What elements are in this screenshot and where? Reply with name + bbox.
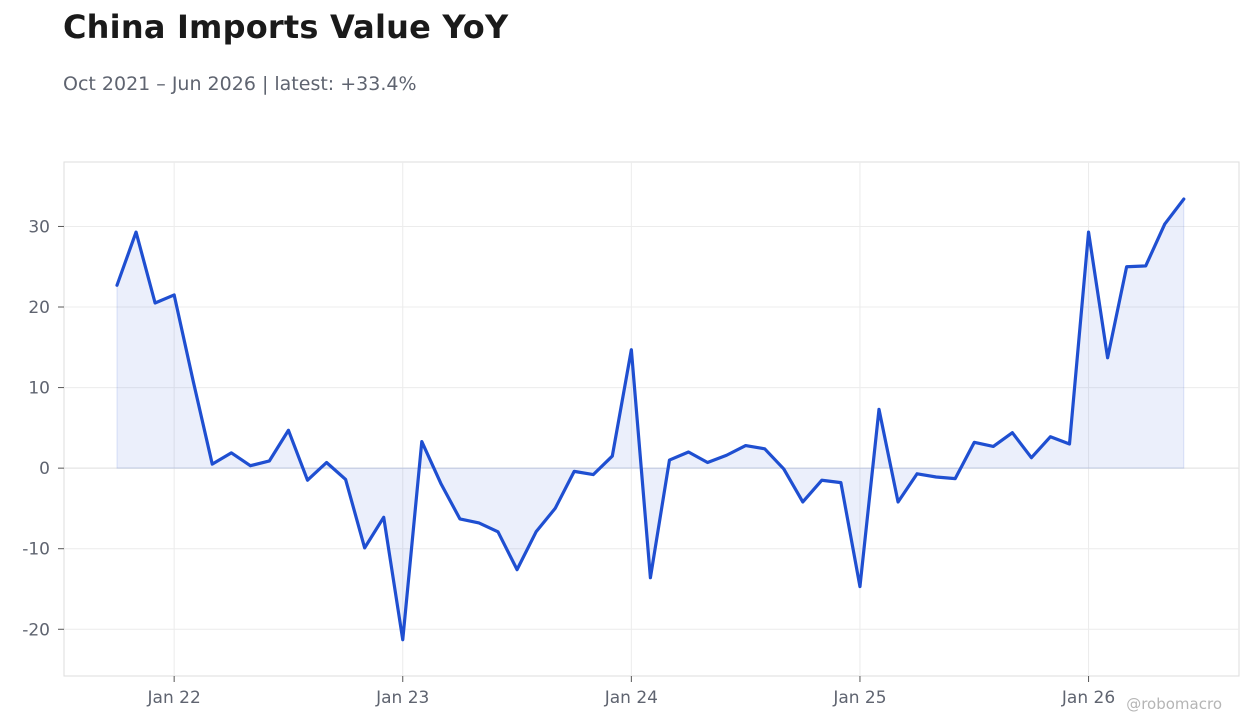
data-point xyxy=(1049,435,1052,438)
y-tick-label: -10 xyxy=(22,540,50,560)
data-point xyxy=(744,444,747,447)
data-point xyxy=(992,445,995,448)
data-point xyxy=(1125,265,1128,268)
data-point xyxy=(230,451,233,455)
data-point xyxy=(782,467,785,471)
data-point xyxy=(192,379,195,383)
data-point xyxy=(725,454,728,457)
y-axis: 30 20 10 0 -10 -20 xyxy=(22,217,64,640)
line-layer xyxy=(115,197,1186,642)
data-point xyxy=(1011,431,1014,434)
data-point xyxy=(1068,442,1071,446)
data-point xyxy=(573,470,576,473)
data-point xyxy=(401,638,404,641)
y-tick-label: 20 xyxy=(28,298,50,318)
data-point xyxy=(973,441,976,444)
data-point xyxy=(1106,356,1109,359)
chart-title: China Imports Value YoY xyxy=(63,8,509,46)
data-point xyxy=(668,458,671,462)
data-point xyxy=(115,284,119,287)
data-point xyxy=(553,507,557,510)
x-tick-label: Jan 26 xyxy=(1061,688,1115,708)
data-point xyxy=(477,521,481,525)
data-point xyxy=(249,464,252,467)
chart-subtitle: Oct 2021 – Jun 2026 | latest: +33.4% xyxy=(63,73,417,95)
data-point xyxy=(896,500,900,504)
data-point xyxy=(268,459,271,463)
data-point xyxy=(211,462,214,466)
data-point xyxy=(649,576,652,579)
data-point xyxy=(515,568,519,571)
watermark: @robomacro xyxy=(1126,695,1222,713)
data-point xyxy=(1182,197,1186,201)
y-tick-label: 10 xyxy=(28,379,50,399)
data-point xyxy=(134,230,138,234)
data-point xyxy=(306,479,309,482)
data-point xyxy=(382,516,385,519)
data-point xyxy=(858,585,862,588)
data-point xyxy=(839,481,843,484)
x-tick-label: Jan 24 xyxy=(604,688,658,708)
data-point xyxy=(611,454,614,458)
data-point xyxy=(287,429,290,432)
data-point xyxy=(1087,230,1090,234)
data-point xyxy=(363,546,366,550)
data-point xyxy=(172,293,176,297)
x-tick-label: Jan 25 xyxy=(832,688,886,708)
data-point xyxy=(915,472,919,475)
data-point xyxy=(153,301,157,305)
x-tick-label: Jan 22 xyxy=(147,688,201,708)
data-point xyxy=(687,450,690,454)
grid-layer xyxy=(64,162,1239,676)
data-point xyxy=(877,408,881,411)
data-point xyxy=(496,530,500,533)
data-point xyxy=(801,500,804,504)
data-point xyxy=(934,475,938,479)
data-point xyxy=(534,530,538,533)
data-point xyxy=(1030,456,1033,459)
data-point xyxy=(592,473,595,476)
series-line xyxy=(115,197,1186,642)
data-point xyxy=(344,478,347,481)
data-point xyxy=(820,479,824,482)
data-point xyxy=(763,447,766,451)
x-axis: Jan 22 Jan 23 Jan 24 Jan 25 Jan 26 xyxy=(147,676,1115,708)
y-tick-label: -20 xyxy=(22,620,50,640)
data-point xyxy=(706,461,709,464)
data-point xyxy=(1144,264,1147,268)
data-point xyxy=(420,440,423,443)
x-tick-label: Jan 23 xyxy=(375,688,429,708)
data-point xyxy=(458,517,462,521)
y-tick-label: 30 xyxy=(28,217,50,237)
data-point xyxy=(954,477,957,480)
plot-frame xyxy=(63,161,1240,677)
data-point xyxy=(325,461,328,464)
data-point xyxy=(630,348,633,351)
y-tick-label: 0 xyxy=(39,459,50,479)
data-point xyxy=(439,482,443,485)
data-point xyxy=(1163,222,1166,226)
